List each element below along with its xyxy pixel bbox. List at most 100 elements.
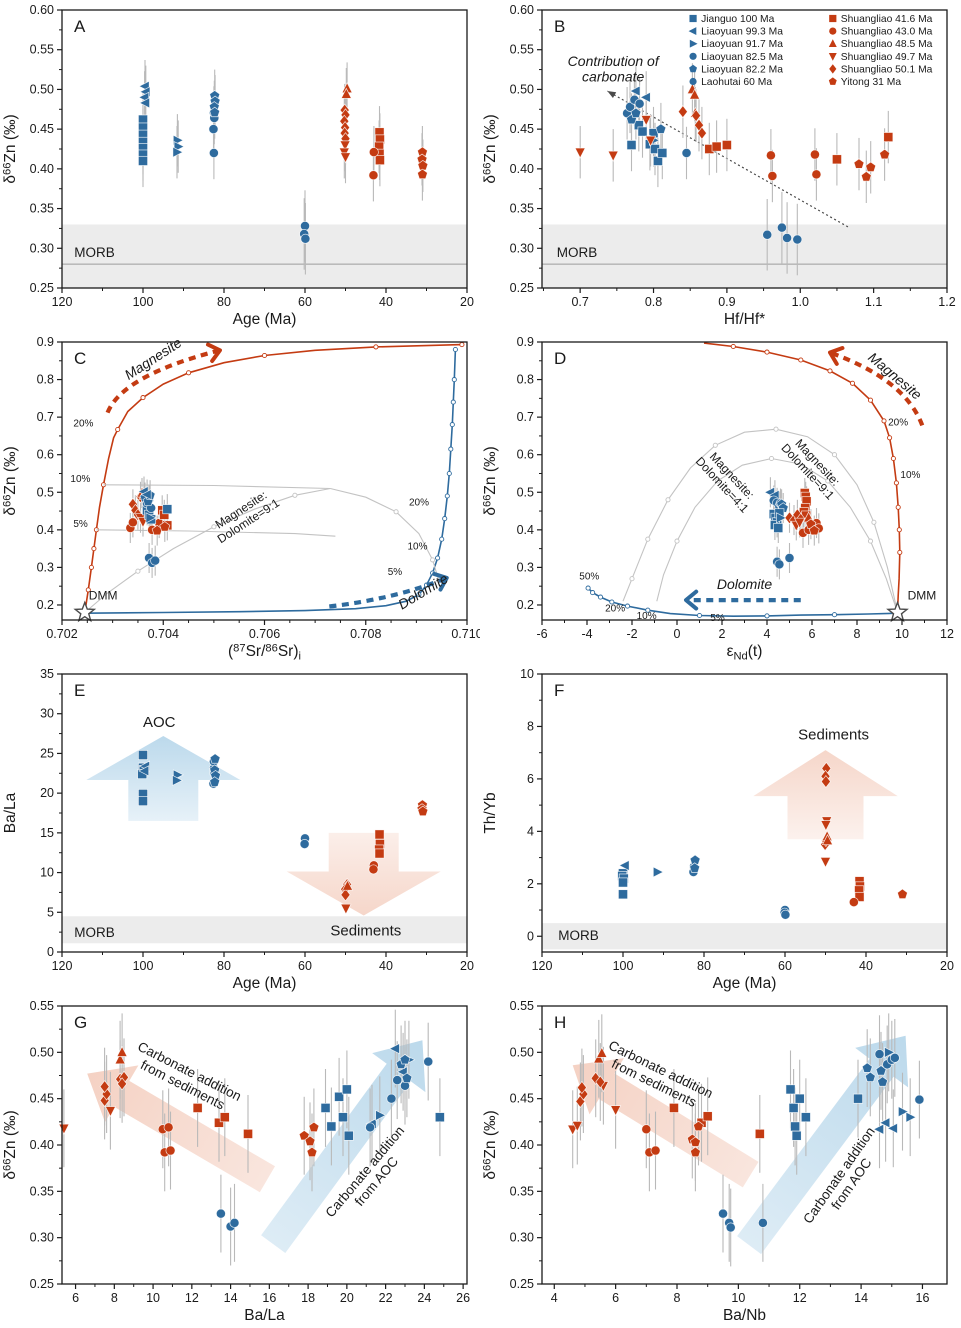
data-point-liaoyuan993 (388, 1042, 400, 1055)
y-tick-label: 0.7 (37, 410, 54, 424)
x-tick-label: 6 (72, 1291, 79, 1305)
y-tick-label: 0 (527, 929, 534, 943)
data-point-yitong (308, 1121, 320, 1133)
data-point-liaoyuan822 (399, 1054, 411, 1065)
data-point-liaoyuan993 (872, 1123, 884, 1135)
annotation-text: Magnesite:Dolomite=9:1 (207, 484, 282, 546)
data-point-jianguo (434, 1112, 445, 1123)
x-tick-label: 20 (460, 959, 474, 973)
data-point-shuangliao416 (754, 1128, 765, 1139)
data-point-liaoyuan825 (392, 1075, 403, 1086)
data-point-shuangliao485 (688, 88, 701, 100)
y-tick-label: 0.4 (37, 523, 54, 537)
data-point-shuangliao430 (650, 1145, 661, 1156)
legend-label-yitong: Yitong 31 Ma (841, 77, 902, 88)
x-tick-label: 100 (613, 959, 634, 973)
x-axis-title: Age (Ma) (713, 975, 777, 992)
legend-marker-shuangliao430 (829, 27, 837, 35)
y-tick-label: 4 (527, 824, 534, 838)
x-tick-label: 60 (298, 295, 312, 309)
mixing-curve (84, 343, 462, 613)
data-point-yitong (897, 888, 908, 899)
morb-band (62, 224, 467, 288)
y-tick-label: 0.40 (510, 162, 534, 176)
annotation-text: 10% (70, 474, 90, 485)
x-tick-label: 40 (379, 959, 393, 973)
y-tick-label: 0.30 (510, 1231, 534, 1245)
y-tick-label: 0.8 (517, 373, 534, 387)
data-point-liaoyuan822 (655, 123, 667, 134)
data-point-jianguo (138, 796, 148, 807)
data-point-liaoyuan825 (681, 148, 692, 158)
data-point-shuangliao416 (243, 1128, 253, 1139)
y-tick-label: 0.5 (517, 485, 534, 499)
data-point-shuangliao485 (821, 834, 834, 846)
legend-label-laohutai: Laohutai 60 Ma (701, 77, 772, 88)
y-tick-label: 0.40 (510, 1138, 534, 1152)
y-axis-title: δ66Zn (‰) (482, 114, 500, 183)
data-point-liaoyuan825 (423, 1056, 434, 1067)
x-tick-label: 80 (697, 959, 711, 973)
x-tick-label: 8 (854, 627, 861, 641)
x-tick-label: 16 (916, 1291, 930, 1305)
trend-arrow (87, 1065, 275, 1193)
data-point-liaoyuan822 (877, 1076, 889, 1087)
data-point-shuangliao430 (165, 1145, 176, 1156)
x-tick-label: 100 (133, 959, 154, 973)
annotation-arrow (607, 90, 849, 228)
data-point-laohutai (215, 1208, 226, 1219)
data-point-shuangliao430 (811, 169, 822, 180)
data-point-shuangliao430 (368, 864, 379, 875)
x-axis-title: Hf/Hf* (724, 311, 765, 328)
data-point-shuangliao501 (691, 109, 702, 123)
data-point-shuangliao501 (820, 774, 831, 789)
data-point-shuangliao497 (819, 857, 832, 869)
y-tick-label: 0.35 (30, 1184, 54, 1198)
x-tick-label: 12 (185, 1291, 199, 1305)
data-point-yitong (298, 1130, 310, 1141)
y-tick-label: 35 (40, 667, 54, 681)
panel-h-zn-vs-banb: Carbonate additionfrom sediments Carbonat… (480, 996, 960, 1328)
y-tick-label: 0.2 (37, 598, 54, 612)
x-tick-label: -4 (581, 627, 592, 641)
mixing-curve (103, 484, 331, 490)
legend-marker-liaoyuan825 (689, 52, 697, 60)
x-tick-label: 20 (940, 959, 954, 973)
data-point-laohutai (229, 1217, 240, 1228)
x-tick-label: 10 (731, 1291, 745, 1305)
y-tick-label: 0.45 (30, 1092, 54, 1106)
data-point-shuangliao430 (848, 897, 859, 908)
x-tick-label: 120 (532, 959, 553, 973)
y-tick-label: 15 (40, 826, 54, 840)
x-tick-label: 60 (298, 959, 312, 973)
x-tick-label: 22 (379, 1291, 393, 1305)
x-tick-label: 80 (217, 295, 231, 309)
x-tick-label: 0.8 (645, 295, 662, 309)
legend-label-shuangliao430: Shuangliao 43.0 Ma (841, 27, 933, 38)
panel-letter: A (74, 17, 86, 36)
x-axis-title: Ba/Nb (723, 1307, 766, 1324)
x-tick-label: 14 (854, 1291, 868, 1305)
data-point-jianguo (626, 140, 637, 150)
x-tick-label: 8 (674, 1291, 681, 1305)
y-tick-label: 0.4 (517, 523, 534, 537)
x-tick-label: 40 (859, 959, 873, 973)
morb-band (542, 224, 947, 288)
legend-marker-liaoyuan917 (689, 39, 698, 48)
dmm-star-marker (886, 600, 909, 623)
axes-box (61, 673, 468, 953)
legend-label-shuangliao497: Shuangliao 49.7 Ma (841, 52, 933, 63)
y-tick-label: 0.25 (510, 1277, 534, 1291)
data-point-liaoyuan917 (652, 866, 664, 878)
data-point-shuangliao497 (820, 820, 832, 832)
legend-marker-shuangliao416 (829, 14, 837, 23)
y-tick-label: 0.45 (30, 122, 54, 136)
data-point-yitong (689, 1146, 701, 1158)
y-axis-title: δ66Zn (‰) (482, 1110, 500, 1179)
annotation-text: DMM (89, 589, 118, 603)
annotation-text: Dolomite (717, 576, 772, 592)
y-tick-label: 0.35 (510, 202, 534, 216)
x-tick-label: 10 (146, 1291, 160, 1305)
y-axis-title: δ66Zn (‰) (2, 1110, 20, 1179)
